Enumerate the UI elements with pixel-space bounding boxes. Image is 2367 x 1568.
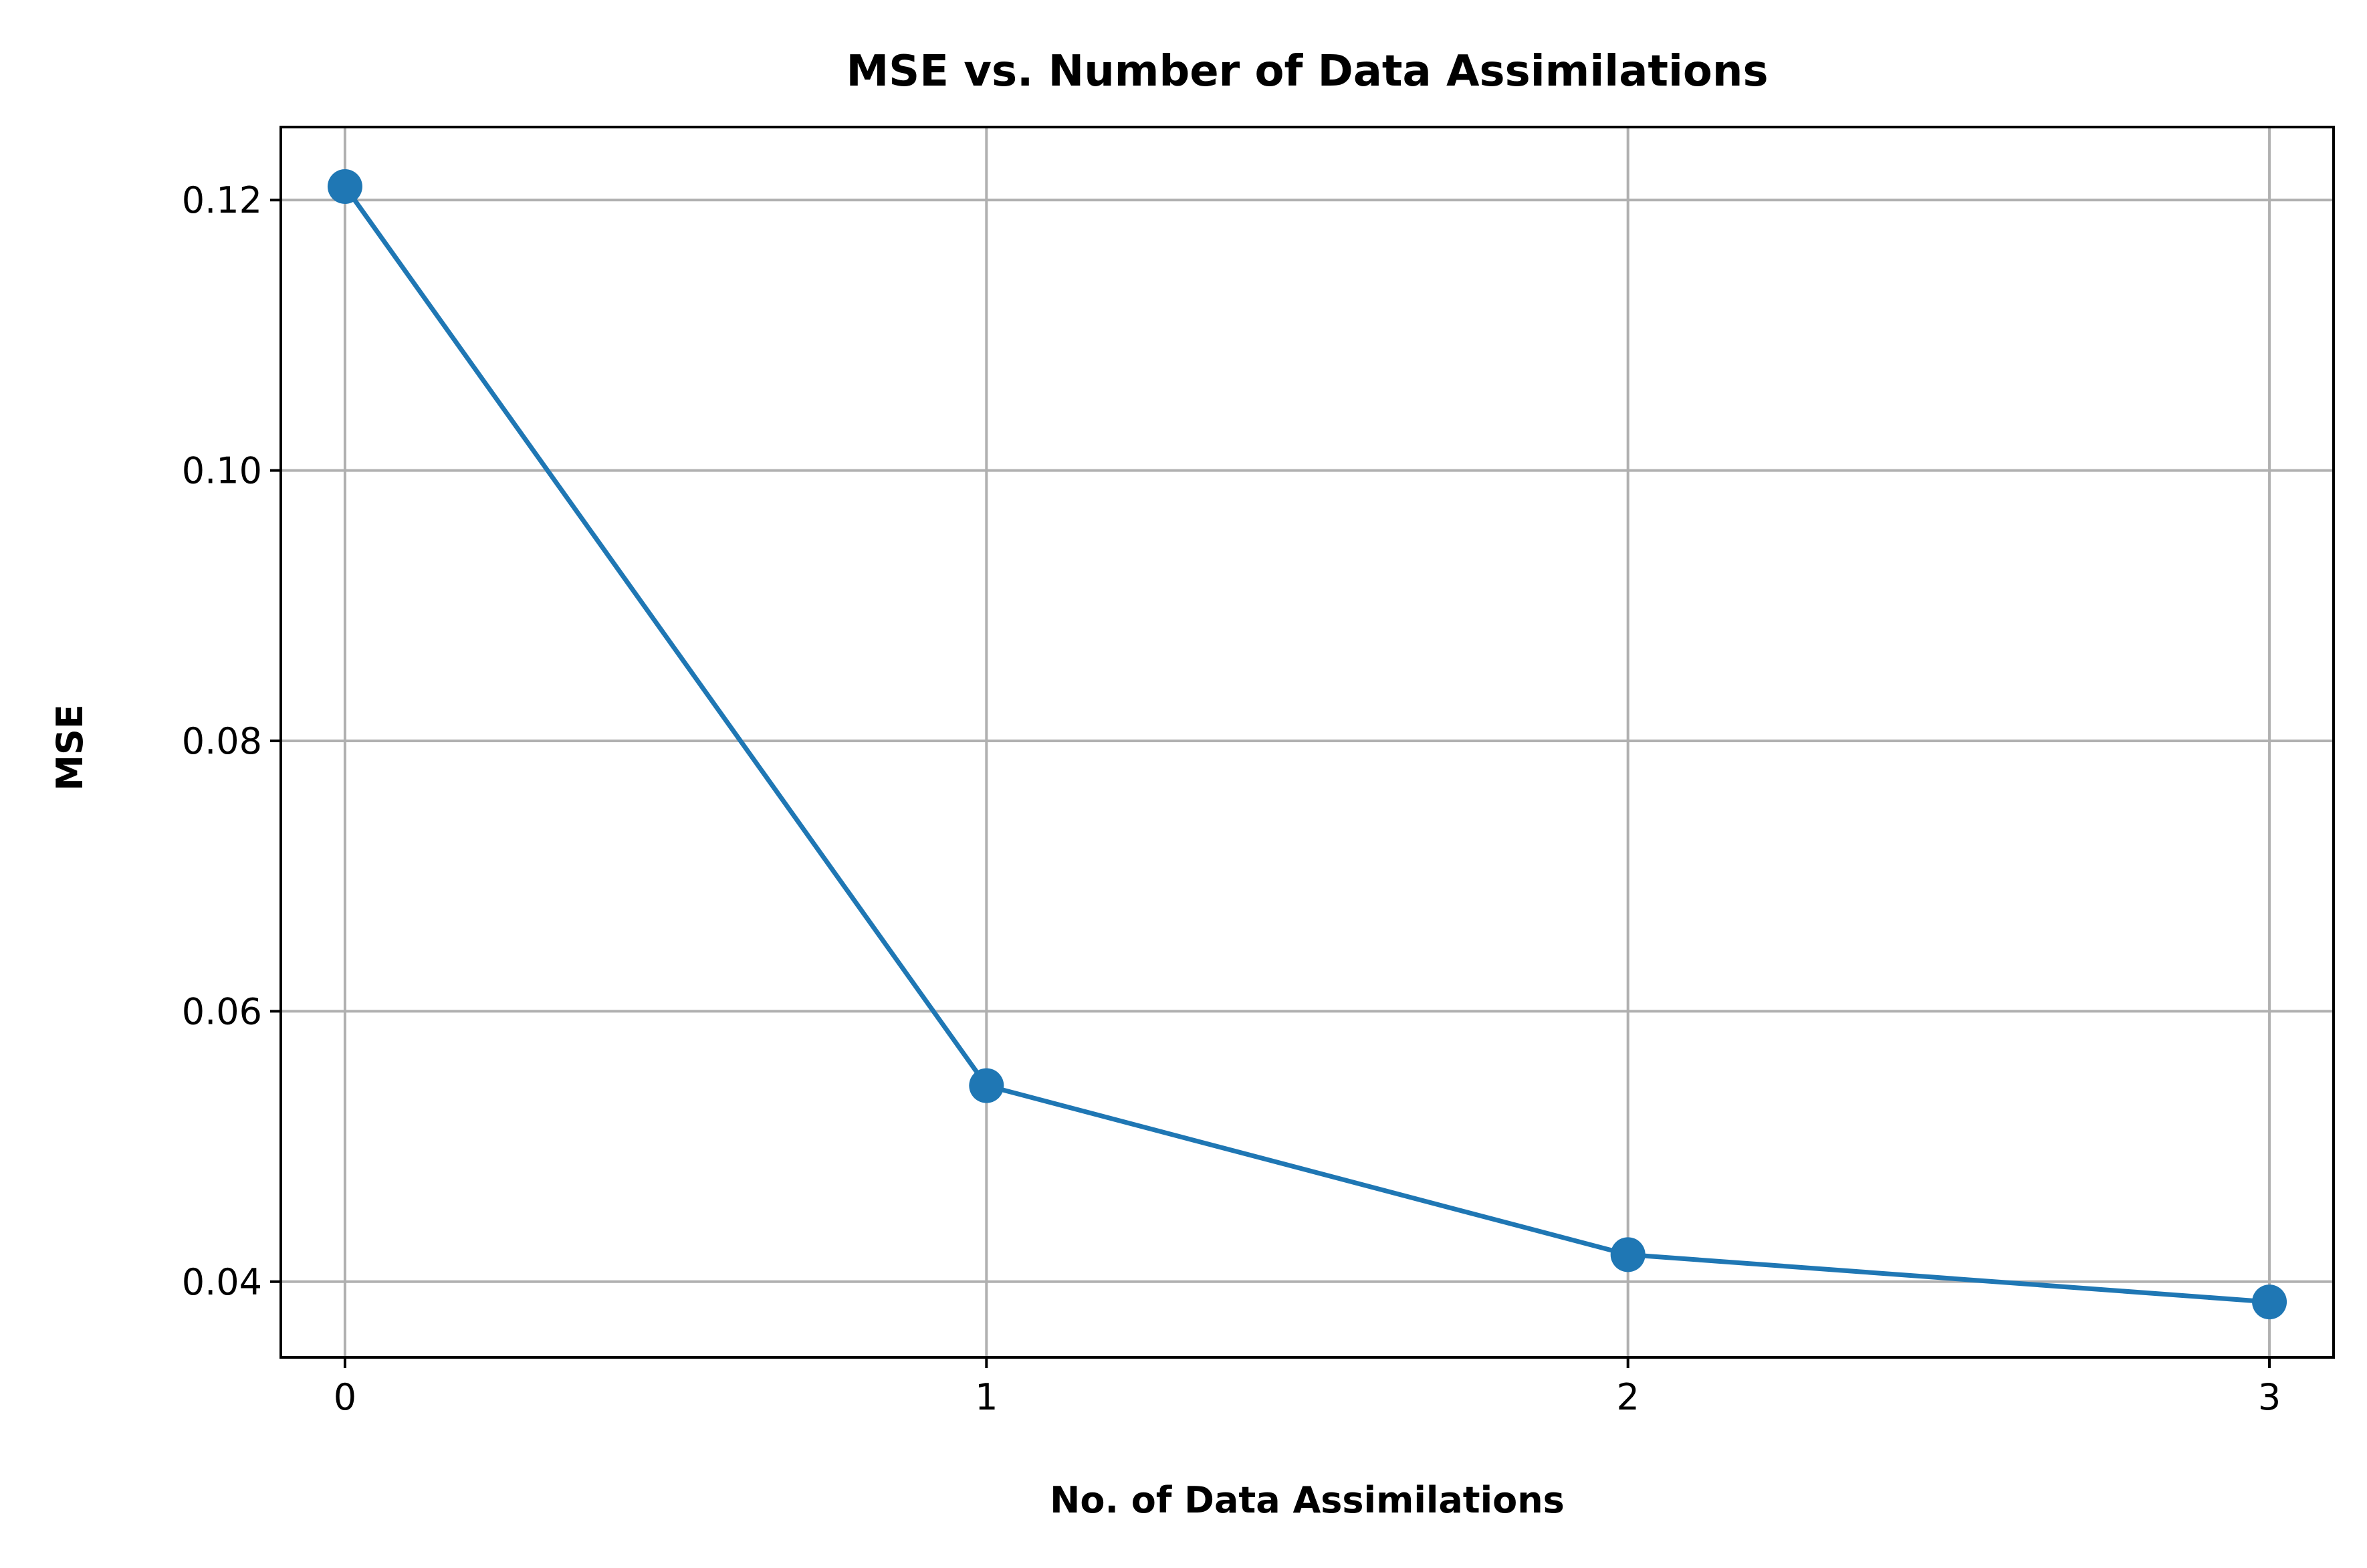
y-tick-label: 0.10 — [182, 450, 262, 492]
y-tick-label: 0.08 — [182, 720, 262, 762]
data-point — [1610, 1237, 1646, 1272]
y-tick-label: 0.04 — [182, 1261, 262, 1303]
x-axis-label: No. of Data Assimilations — [1050, 1479, 1565, 1521]
series-layer — [327, 169, 2287, 1320]
plot-frame — [279, 126, 2335, 1359]
y-axis-label: MSE — [49, 704, 91, 791]
x-tick-label: 2 — [1617, 1376, 1640, 1418]
data-point — [327, 169, 362, 204]
x-tick-label: 1 — [975, 1376, 998, 1418]
y-tick-label: 0.12 — [182, 179, 262, 221]
ticks: 0 1 2 3 0.04 0.06 0.08 0.10 0.12 — [182, 179, 2281, 1418]
x-tick-label: 0 — [334, 1376, 356, 1418]
x-tick-label: 3 — [2258, 1376, 2281, 1418]
series-line — [343, 185, 2270, 1305]
y-tick-label: 0.06 — [182, 990, 262, 1032]
chart-title: MSE vs. Number of Data Assimilations — [846, 47, 1768, 96]
grid — [281, 127, 2334, 1357]
data-point — [969, 1068, 1004, 1103]
data-point — [2252, 1284, 2287, 1320]
